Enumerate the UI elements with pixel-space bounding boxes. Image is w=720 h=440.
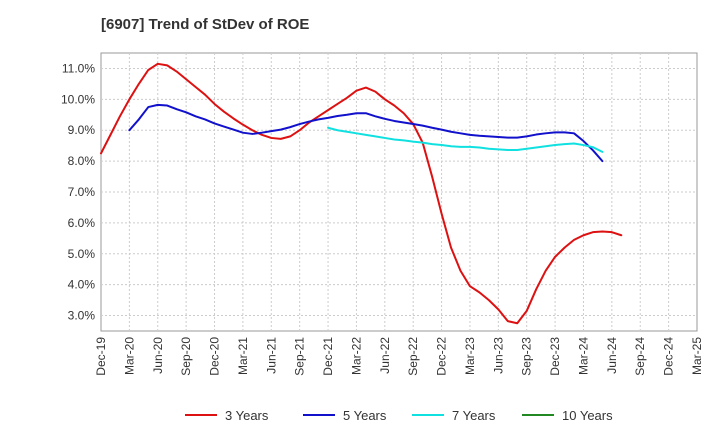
x-tick-label: Jun-22 bbox=[378, 337, 392, 374]
x-tick-label: Sep-22 bbox=[406, 337, 420, 376]
y-axis-tick-labels: 3.0% 4.0% 5.0% 6.0% 7.0% 8.0% 9.0% 10.0% 11.0% bbox=[61, 61, 95, 322]
chart-title: [6907] Trend of StDev of ROE bbox=[101, 16, 309, 33]
x-tick-label: Sep-23 bbox=[520, 337, 534, 376]
x-tick-label: Dec-21 bbox=[321, 337, 335, 376]
x-tick-label: Jun-20 bbox=[151, 337, 165, 374]
series-line-1 bbox=[128, 103, 604, 163]
series-line-2 bbox=[327, 126, 604, 153]
x-tick-label: Mar-24 bbox=[576, 337, 590, 375]
y-tick-label: 6.0% bbox=[68, 216, 96, 230]
x-axis-tick-labels: Dec-19 Mar-20 Jun-20 Sep-20 Dec-20 Mar-21 Jun-… bbox=[94, 337, 704, 376]
x-tick-label: Mar-25 bbox=[690, 337, 704, 375]
legend-label: 7 Years bbox=[452, 408, 496, 423]
y-gridlines bbox=[101, 67, 697, 317]
series-lines bbox=[100, 62, 623, 325]
x-tick-label: Jun-23 bbox=[491, 337, 505, 374]
y-tick-label: 11.0% bbox=[62, 61, 95, 75]
y-tick-label: 8.0% bbox=[68, 154, 96, 168]
x-tick-label: Sep-21 bbox=[293, 337, 307, 376]
legend-label: 3 Years bbox=[225, 408, 269, 423]
y-tick-label: 10.0% bbox=[61, 92, 95, 106]
y-tick-label: 3.0% bbox=[68, 309, 96, 323]
x-tick-label: Mar-20 bbox=[122, 337, 136, 375]
x-tick-label: Dec-19 bbox=[94, 337, 108, 376]
x-tick-label: Dec-20 bbox=[208, 337, 222, 376]
y-tick-label: 4.0% bbox=[68, 278, 96, 292]
y-tick-label: 5.0% bbox=[68, 247, 96, 261]
series-line-0 bbox=[100, 62, 623, 325]
x-tick-label: Mar-22 bbox=[349, 337, 363, 375]
y-tick-label: 7.0% bbox=[68, 185, 96, 199]
x-tick-label: Jun-24 bbox=[605, 337, 619, 374]
x-tick-label: Mar-23 bbox=[463, 337, 477, 375]
legend: 3 Years 5 Years 7 Years 10 Years bbox=[185, 408, 613, 423]
x-tick-label: Jun-21 bbox=[264, 337, 278, 374]
x-tick-label: Sep-20 bbox=[179, 337, 193, 376]
legend-label: 5 Years bbox=[343, 408, 387, 423]
x-tick-label: Dec-24 bbox=[662, 337, 676, 376]
x-tick-label: Mar-21 bbox=[236, 337, 250, 375]
x-tick-label: Sep-24 bbox=[633, 337, 647, 376]
x-tick-label: Dec-22 bbox=[435, 337, 449, 376]
legend-label: 10 Years bbox=[562, 408, 613, 423]
y-tick-label: 9.0% bbox=[68, 123, 96, 137]
x-tick-label: Dec-23 bbox=[548, 337, 562, 376]
